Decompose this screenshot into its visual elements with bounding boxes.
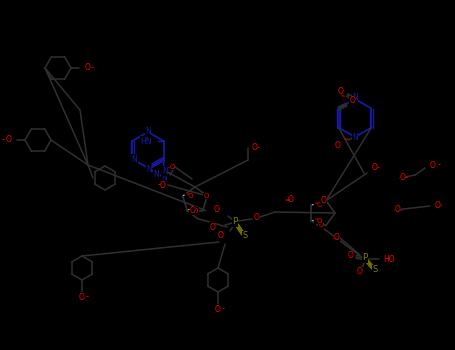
Text: N: N [146,164,152,174]
Text: =: = [284,197,290,203]
Text: N: N [154,170,159,179]
Text: -: - [333,235,335,241]
Text: N: N [161,173,167,182]
Text: O: O [372,163,378,173]
Text: -: - [222,304,224,314]
Text: O: O [320,196,326,205]
Text: O: O [217,231,223,240]
Text: O: O [334,233,340,243]
Text: O: O [318,222,324,228]
Text: N: N [352,93,358,103]
Text: -: - [2,135,5,145]
Text: O: O [159,181,165,189]
Text: O: O [335,140,341,149]
Text: O: O [215,304,221,314]
Text: =: = [341,94,345,99]
Text: S: S [372,266,378,274]
Text: N: N [162,167,167,175]
Text: -: - [157,181,161,189]
Text: S: S [243,231,248,240]
Text: O: O [347,252,353,260]
Text: O: O [254,212,260,222]
Text: O: O [349,96,355,105]
Text: O: O [252,144,258,153]
Text: -: - [400,207,402,213]
Text: O: O [204,193,209,199]
Text: P: P [233,217,238,226]
Text: O: O [214,205,220,215]
Text: -: - [376,163,379,173]
Text: -: - [257,144,259,153]
Text: N: N [145,126,151,135]
Text: O: O [79,293,85,301]
Text: O: O [170,164,175,170]
Text: O: O [190,206,196,215]
Text: O: O [287,196,293,204]
Text: -: - [438,161,440,169]
Text: ·: · [311,216,314,226]
Text: N: N [131,154,137,163]
Text: O: O [338,86,344,96]
Text: "O: "O [186,193,194,199]
Text: ·: · [187,205,190,216]
Text: O: O [5,135,11,145]
Text: =: = [344,138,349,142]
Text: O: O [400,174,406,182]
Text: -: - [91,63,94,72]
Text: -: - [168,164,170,170]
Text: "O: "O [190,208,199,214]
Text: "O: "O [314,202,323,208]
Text: ·: · [311,200,314,210]
Text: -: - [404,174,408,182]
Text: "O: "O [314,218,323,224]
Text: -: - [86,293,89,301]
Text: HO: HO [383,256,394,265]
Text: O: O [357,267,363,276]
Text: HN: HN [140,136,152,146]
Text: -: - [440,202,442,208]
Text: ·: · [182,191,186,201]
Text: N: N [352,133,358,142]
Text: O: O [395,205,401,215]
Text: O: O [430,161,436,169]
Text: O: O [209,223,215,231]
Text: P: P [362,253,368,262]
Text: O: O [85,63,91,72]
Text: O: O [435,201,441,210]
